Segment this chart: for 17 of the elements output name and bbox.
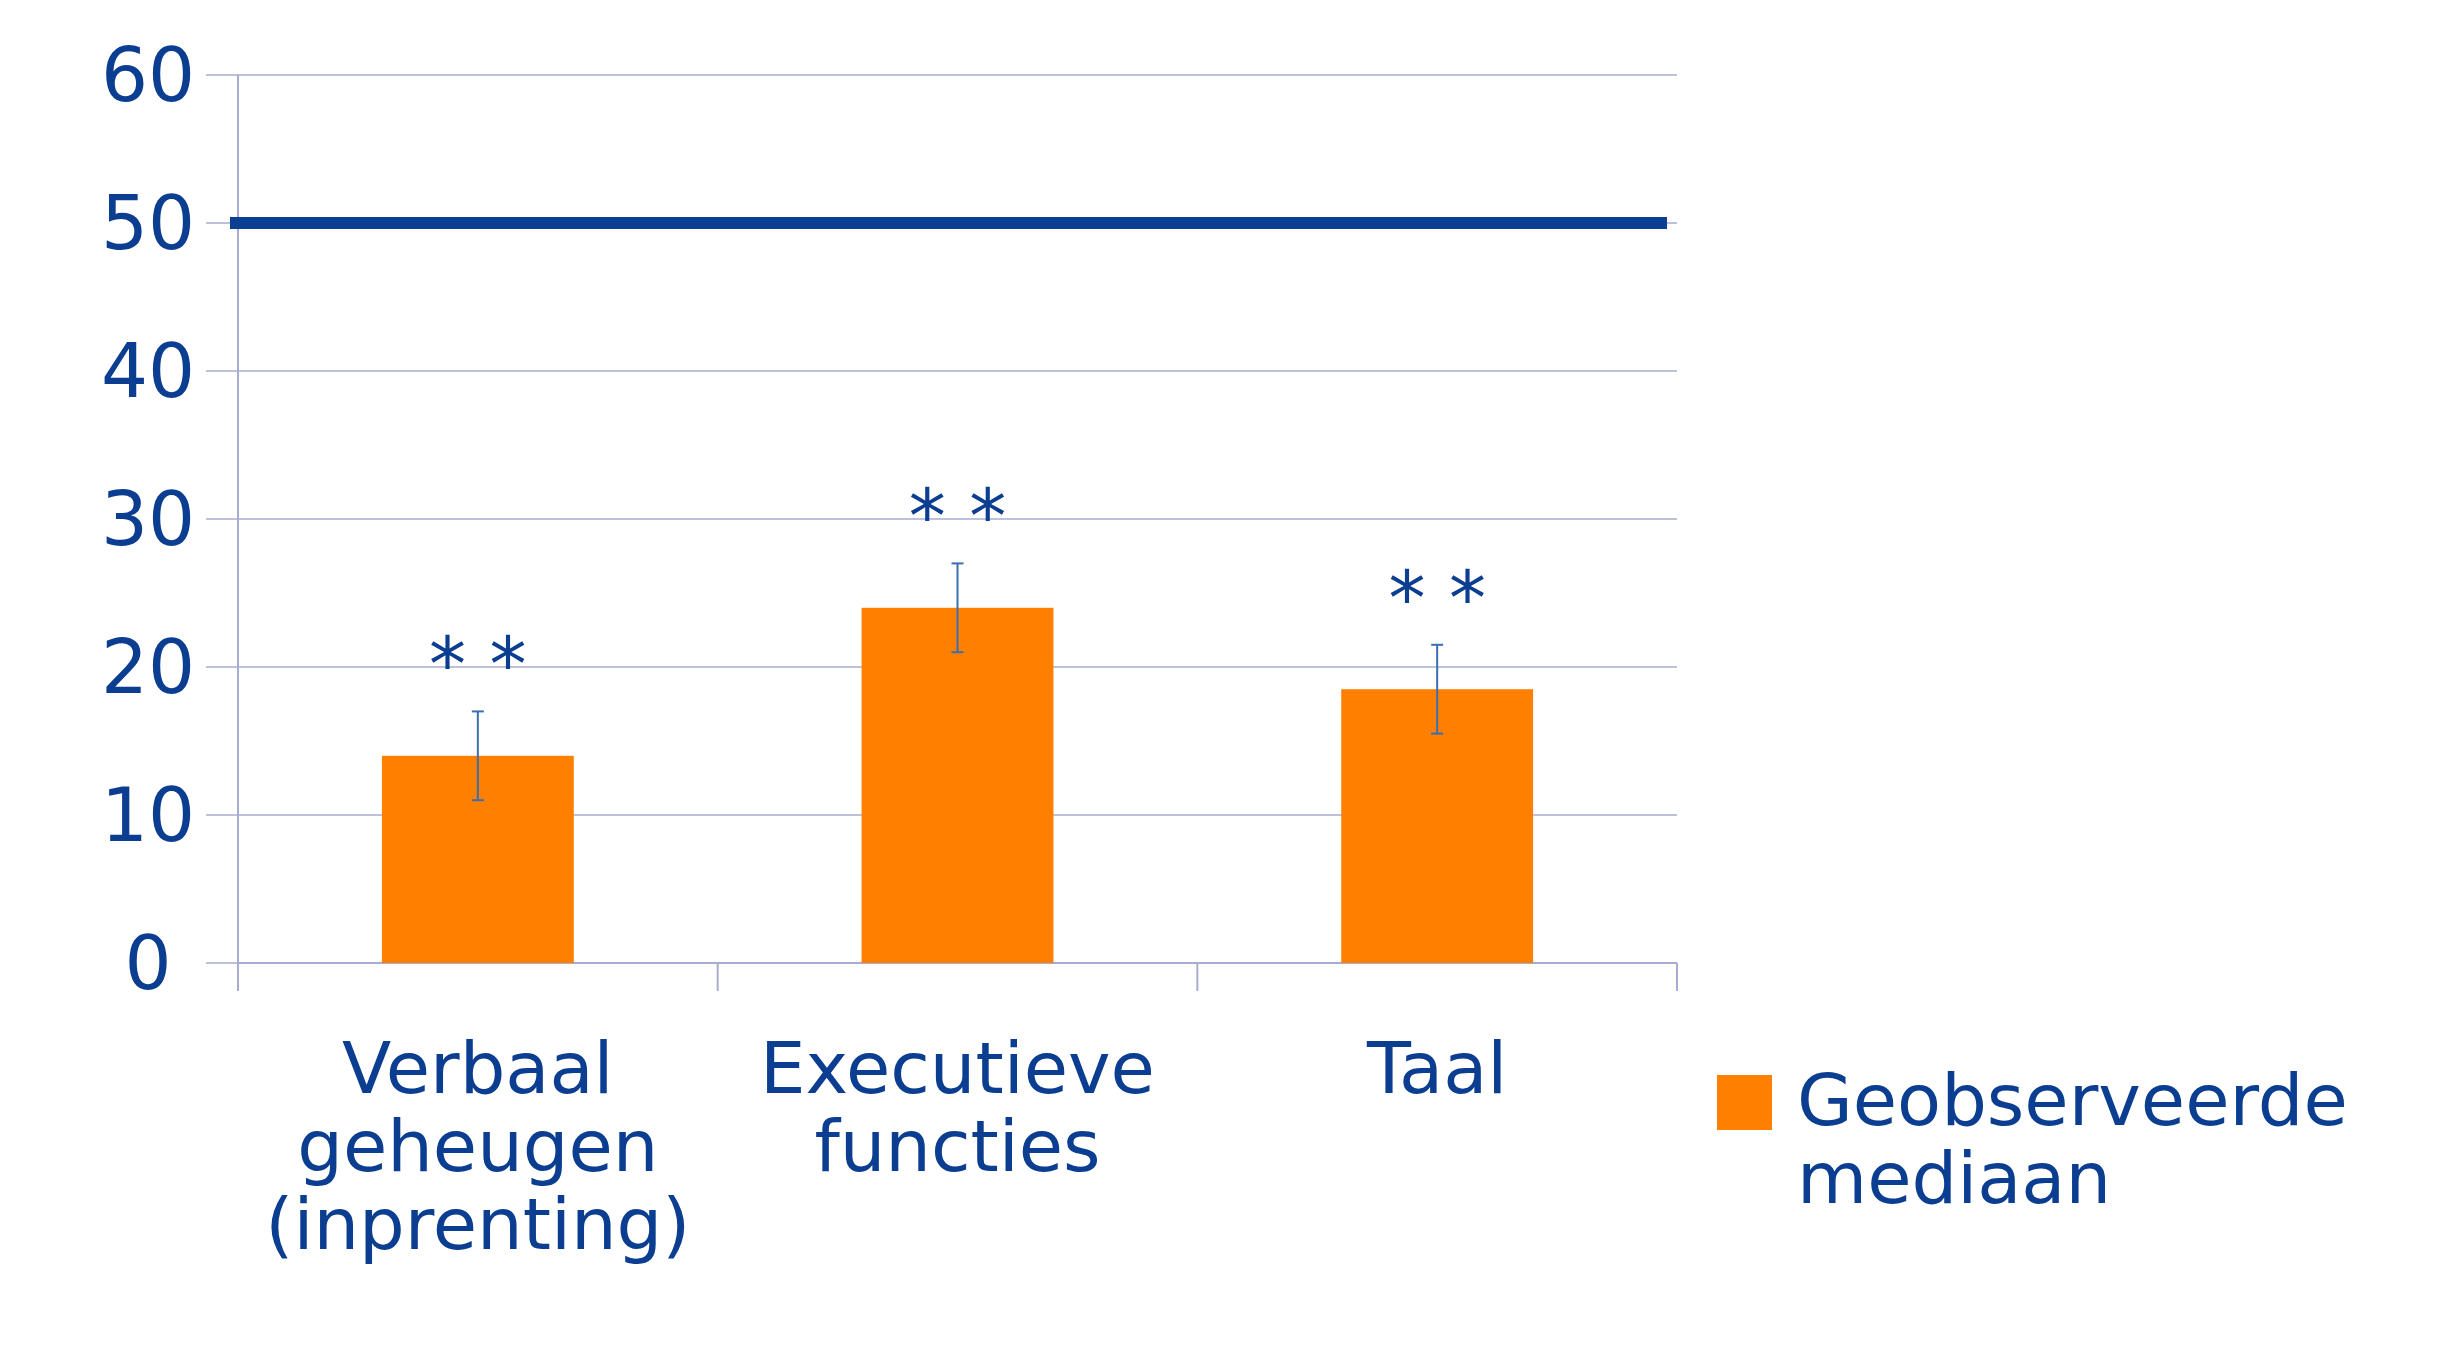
annotation: * * <box>1388 554 1486 641</box>
x-tick-label: Executieve functies <box>760 1026 1155 1188</box>
y-tick-label: 40 <box>100 327 196 414</box>
y-tick-label: 0 <box>124 919 172 1006</box>
annotation: * * <box>908 473 1007 560</box>
bar <box>381 755 574 963</box>
y-tick-label: 10 <box>100 771 196 858</box>
x-tick-label: Taal <box>1366 1026 1508 1110</box>
y-tick-label: 50 <box>100 179 196 266</box>
bar <box>1341 689 1534 963</box>
bar <box>861 607 1054 963</box>
y-tick-label: 60 <box>100 31 196 118</box>
annotation: * * <box>429 621 527 708</box>
y-tick-label: 20 <box>100 623 196 710</box>
x-tick-label: Verbaal geheugen (inprenting) <box>265 1026 691 1266</box>
legend-label: Geobserveerde mediaan <box>1797 1058 2348 1220</box>
y-tick-label: 30 <box>100 475 196 562</box>
